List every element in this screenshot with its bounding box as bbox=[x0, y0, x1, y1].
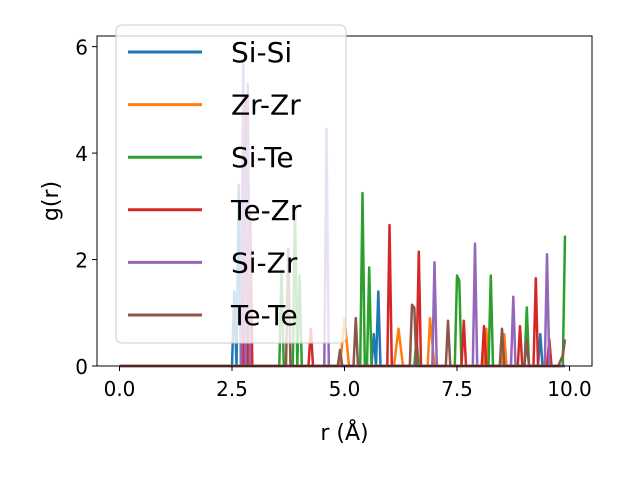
x-tick-label: 0.0 bbox=[104, 377, 136, 401]
legend-label: Si-Si bbox=[231, 36, 292, 69]
y-tick-label: 0 bbox=[75, 355, 88, 379]
legend-box bbox=[115, 24, 347, 344]
legend-label: Zr-Zr bbox=[231, 89, 301, 122]
legend-label: Te-Te bbox=[230, 299, 298, 332]
x-axis-label: r (Å) bbox=[320, 419, 368, 446]
legend: Si-Si Zr-Zr Si-Te Te-Zr Si-Zr Te-Te bbox=[115, 24, 347, 344]
y-tick-label: 4 bbox=[75, 142, 88, 166]
y-axis-label: g(r) bbox=[39, 181, 64, 221]
legend-label: Te-Zr bbox=[230, 194, 302, 227]
x-tick-label: 5.0 bbox=[329, 377, 361, 401]
y-tick-label: 6 bbox=[75, 36, 88, 60]
x-tick-label: 10.0 bbox=[547, 377, 592, 401]
x-axis: 0.0 2.5 5.0 7.5 10.0 bbox=[104, 366, 592, 401]
x-tick-label: 7.5 bbox=[441, 377, 473, 401]
y-axis: 0 2 4 6 bbox=[75, 36, 97, 379]
x-tick-label: 2.5 bbox=[216, 377, 248, 401]
legend-label: Si-Te bbox=[231, 141, 294, 174]
y-tick-label: 2 bbox=[75, 249, 88, 273]
legend-label: Si-Zr bbox=[231, 246, 298, 279]
